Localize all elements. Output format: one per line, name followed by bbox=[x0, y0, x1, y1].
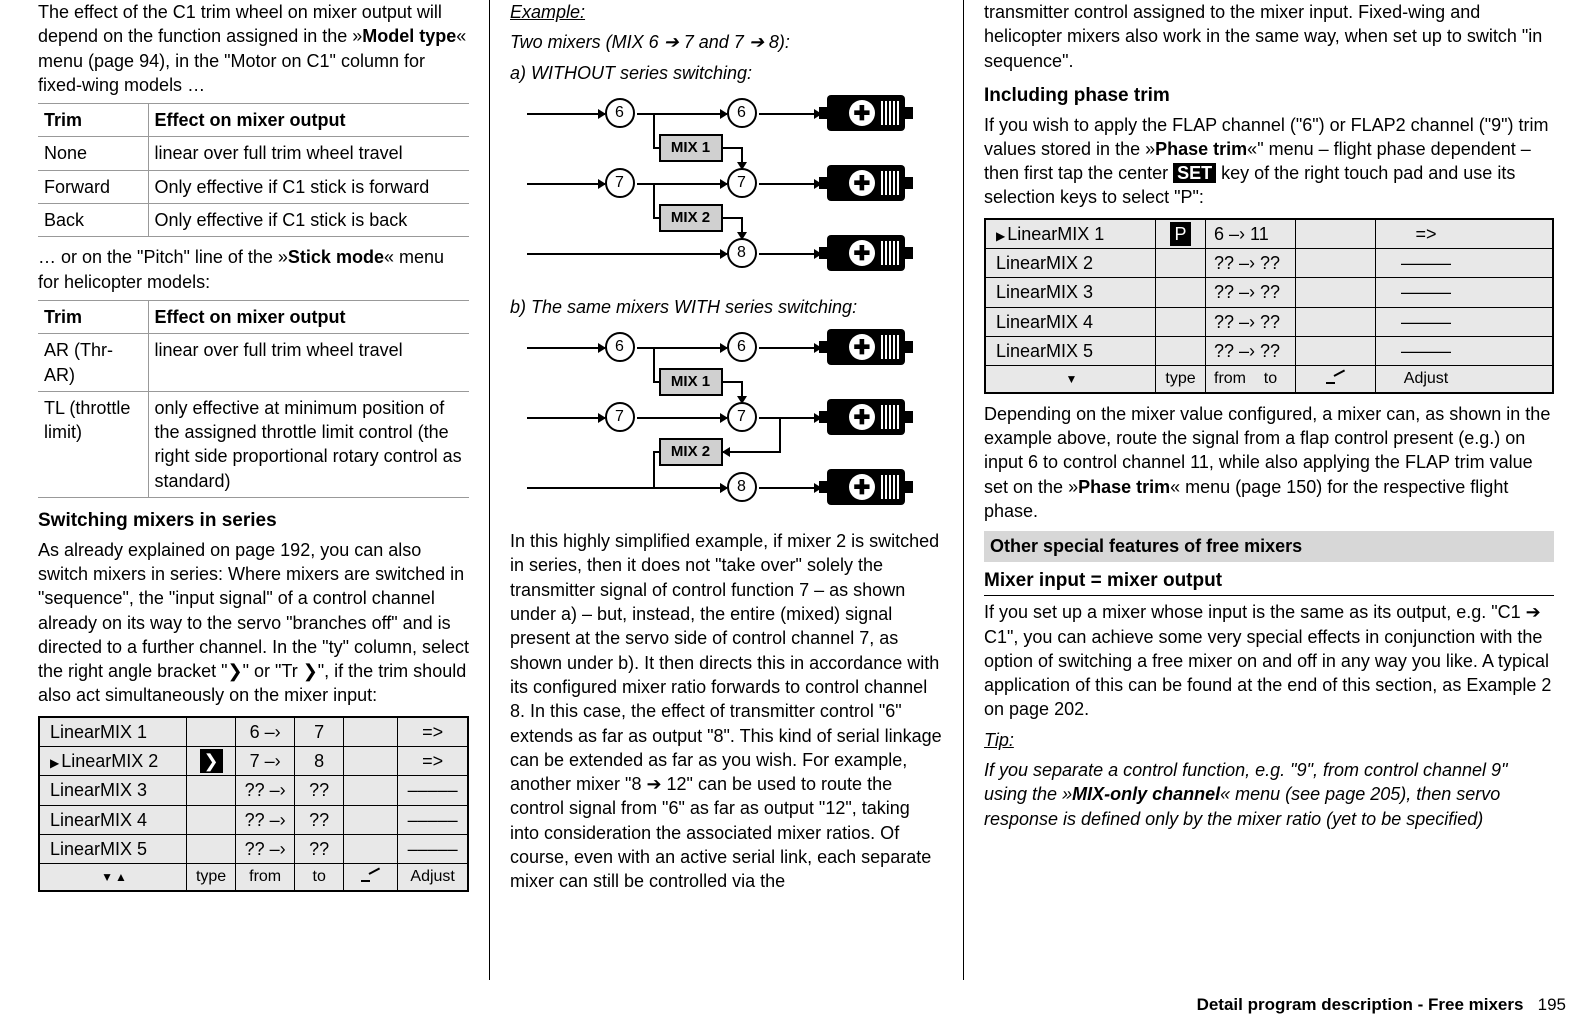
column-1: The effect of the C1 trim wheel on mixer… bbox=[18, 0, 490, 980]
trim-table-fixedwing: TrimEffect on mixer output Nonelinear ov… bbox=[38, 103, 469, 237]
tip-para: If you separate a control function, e.g.… bbox=[984, 758, 1554, 831]
series-explain: In this highly simplified example, if mi… bbox=[510, 529, 943, 893]
page-footer: Detail program description - Free mixers… bbox=[1197, 994, 1566, 1017]
example-a: a) WITHOUT series switching: bbox=[510, 61, 943, 85]
lcd-screen-2: LinearMIX 1 P 6 –› 11 => LinearMIX 2 ?? … bbox=[984, 218, 1554, 394]
heading-input-output: Mixer input = mixer output bbox=[984, 568, 1554, 597]
io-para: If you set up a mixer whose input is the… bbox=[984, 600, 1554, 721]
example-label: Example: bbox=[510, 0, 943, 24]
tip-label: Tip: bbox=[984, 728, 1554, 752]
diagram-without-series: 6 6 MIX 1 7 7 MIX 2 8 bbox=[517, 91, 937, 281]
heading-other-features: Other special features of free mixers bbox=[984, 531, 1554, 561]
phase-para-2: Depending on the mixer value configured,… bbox=[984, 402, 1554, 523]
switch-icon bbox=[361, 870, 381, 884]
set-key-icon: SET bbox=[1173, 163, 1216, 183]
heading-switching-series: Switching mixers in series bbox=[38, 508, 469, 534]
lcd-screen-1: LinearMIX 1 6 –› 7 => LinearMIX 2 ❯ 7 –›… bbox=[38, 716, 469, 892]
between-para: … or on the "Pitch" line of the »Stick m… bbox=[38, 245, 469, 294]
diagram-with-series: 6 6 MIX 1 7 7 MIX 2 bbox=[517, 325, 937, 515]
cont-para: transmitter control assigned to the mixe… bbox=[984, 0, 1554, 73]
series-para: As already explained on page 192, you ca… bbox=[38, 538, 469, 708]
heading-phase-trim: Including phase trim bbox=[984, 83, 1554, 109]
example-desc: Two mixers (MIX 6 ➔ 7 and 7 ➔ 8): bbox=[510, 30, 943, 54]
trim-table-heli: TrimEffect on mixer output AR (Thr-AR)li… bbox=[38, 300, 469, 498]
phase-para: If you wish to apply the FLAP channel ("… bbox=[984, 113, 1554, 210]
intro-para: The effect of the C1 trim wheel on mixer… bbox=[38, 0, 469, 97]
column-3: transmitter control assigned to the mixe… bbox=[964, 0, 1574, 980]
column-2: Example: Two mixers (MIX 6 ➔ 7 and 7 ➔ 8… bbox=[490, 0, 964, 980]
example-b: b) The same mixers WITH series switching… bbox=[510, 295, 943, 319]
switch-icon bbox=[1326, 372, 1346, 386]
